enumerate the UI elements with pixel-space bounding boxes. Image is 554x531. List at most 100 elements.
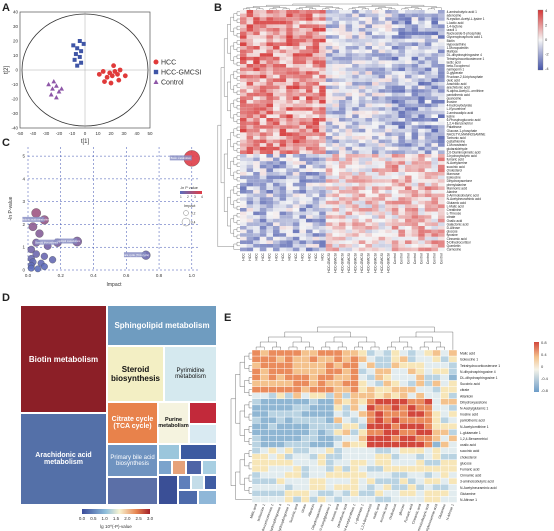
heatmap-b-cell [385,85,392,90]
bubble-legend-tick: 1 [180,195,182,199]
heatmap-b-col-label: HCC-GMCSI [354,253,358,273]
heatmap-b-cell [240,20,247,25]
heatmap-b-cell [385,146,392,151]
heatmap-b-cell [286,46,293,50]
heatmap-b-cell [372,154,379,158]
heatmap-e-cell [341,380,351,387]
heatmap-e-cell [268,374,277,381]
heatmap-b-cell [398,125,406,129]
heatmap-e-cell [448,398,458,406]
heatmap-e-cell [292,404,302,412]
heatmap-b-cell [266,233,274,237]
e-col-dendrogram-branch [419,346,429,350]
heatmap-b-cell [385,17,392,21]
heatmap-b-cell [411,96,419,101]
col-dendrogram-branch [414,8,422,10]
heatmap-b-cell [391,24,399,29]
heatmap-b-cell [339,82,346,86]
heatmap-b-cell [259,96,267,101]
heatmap-e-cell [407,429,417,436]
heatmap-b-cell [312,182,320,187]
heatmap-b-cell [411,233,419,237]
heatmap-b-cell [391,89,399,93]
heatmap-b-cell [385,154,392,158]
heatmap-b-cell [240,186,247,191]
heatmap-b-cell [411,13,419,18]
heatmap-b-cell [246,154,254,158]
heatmap-b-row-label: NACETYLMANNOSAMINE [447,132,486,136]
bubble-pathway-tag [169,155,192,161]
heatmap-b-cell [411,121,419,126]
heatmap-e-cell [292,441,302,448]
heatmap-e-cell [374,416,384,424]
heatmap-b-cell [319,42,326,47]
heatmap-e-cell [260,429,269,436]
heatmap-e-cell [423,380,433,387]
heatmap-b-cell [299,46,307,50]
heatmap-b-cell [240,110,247,115]
heatmap-b-cell [279,38,287,43]
heatmap-b-cell [378,175,386,180]
heatmap-b-cell [325,136,333,140]
heatmap-b-cell [273,204,280,209]
heatmap-b-cell [411,240,419,245]
heatmap-b-cell [319,222,326,227]
heatmap-b-cell [378,28,386,32]
heatmap-b-row-label: lactic acid [447,60,461,64]
heatmap-b-cell [332,139,340,144]
heatmap-b-cell [279,121,287,126]
heatmap-e-cell [309,459,318,467]
heatmap-b-cell [411,92,419,97]
heatmap-b-cell [418,154,425,158]
heatmap-b-cell [279,215,287,219]
heatmap-b-cell [352,125,359,129]
heatmap-b-cell [253,78,260,83]
heatmap-b-cell [431,143,439,147]
heatmap-e-cell [374,362,384,369]
pca-point-control [48,92,54,97]
heatmap-b-cell [411,28,419,32]
heatmap-b-cell [292,218,300,223]
heatmap-e-cell [440,355,450,363]
heatmap-b-cell [365,136,373,140]
heatmap-e-cell [440,441,450,448]
heatmap-b-cell [405,128,412,133]
e-col-dendrogram-branch [354,346,363,350]
heatmap-b-cell [325,200,333,205]
heatmap-b-cell [352,150,359,155]
heatmap-b-cell [306,56,313,61]
row-dendrogram-branch [233,114,237,122]
heatmap-b-cell [292,236,300,241]
heatmap-e-cell [284,362,294,369]
heatmap-b-cell [339,218,346,223]
heatmap-b-cell [345,125,353,129]
heatmap-b-cell [286,92,293,97]
heatmap-b-cell [240,175,247,180]
bubble-ytick: 2 [22,222,25,227]
heatmap-b-cell [266,218,274,223]
heatmap-b-col-label: HCC-GMCSI [373,253,377,273]
heatmap-e-cell [260,355,269,363]
heatmap-b-cell [438,20,445,25]
heatmap-b-cell [339,233,346,237]
heatmap-b-cell [259,46,267,50]
heatmap-b-cell [292,157,300,162]
heatmap-b-cell [391,193,399,198]
heatmap-e-cell [382,496,392,503]
col-dendrogram-branch [243,8,251,10]
heatmap-b-cell [358,78,366,83]
heatmap-b-cell [339,139,346,144]
heatmap-b-cell [273,67,280,72]
heatmap-e-cell [440,374,450,381]
heatmap-e-cell [374,435,384,442]
heatmap-e-cell [423,453,433,460]
bubble-legend-title: -ln P value [180,186,198,190]
heatmap-b-cell [253,24,260,29]
heatmap-b-cell [365,82,373,86]
heatmap-b-cell [358,71,366,75]
heatmap-b-cell [240,236,247,241]
heatmap-b-cell [312,186,320,191]
row-dendrogram-branch [230,161,234,176]
heatmap-e-row-label: N-Acetylornithine 1 [460,425,489,429]
heatmap-b-cell [292,89,300,93]
